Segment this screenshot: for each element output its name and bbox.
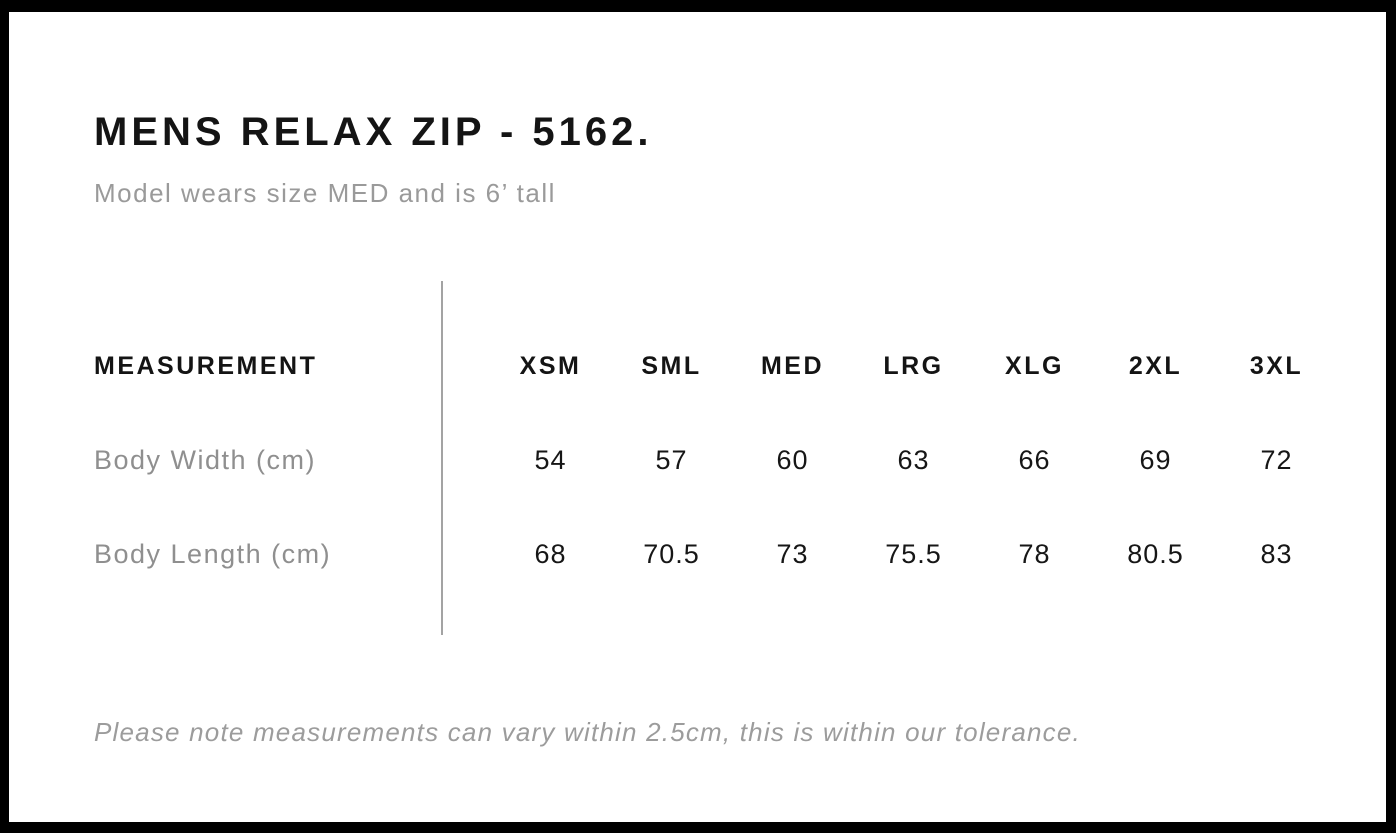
row-label-body-length: Body Length (cm)	[94, 538, 332, 569]
column-header-measurement: MEASUREMENT	[94, 351, 318, 380]
column-header-xlg: XLG	[1005, 351, 1064, 380]
table-cell: 66	[1018, 444, 1051, 475]
page-title: MENS RELAX ZIP - 5162.	[94, 110, 653, 154]
column-header-sml: SML	[641, 351, 702, 380]
column-header-2xl: 2XL	[1128, 351, 1183, 380]
size-guide-content: MENS RELAX ZIP - 5162. Model wears size …	[9, 110, 1386, 748]
table-cell: 72	[1260, 444, 1293, 475]
column-header-xsm: XSM	[519, 351, 582, 380]
table-cell: 75.5	[885, 538, 942, 569]
table-cell: 83	[1260, 538, 1293, 569]
model-size-note: Model wears size MED and is 6’ tall	[94, 178, 556, 208]
tolerance-note: Please note measurements can vary within…	[94, 717, 1081, 748]
column-header-3xl: 3XL	[1249, 351, 1304, 380]
table-cell: 69	[1139, 444, 1172, 475]
column-header-med: MED	[760, 351, 825, 380]
table-cell: 57	[655, 444, 688, 475]
size-chart-table: MEASUREMENT XSM SML MED LRG XLG 2XL 3XL …	[94, 281, 1337, 636]
table-cell: 73	[776, 538, 809, 569]
table-cell: 63	[897, 444, 930, 475]
table-cell: 70.5	[643, 538, 700, 569]
row-label-body-width: Body Width (cm)	[94, 444, 317, 475]
table-row-body-length: Body Length (cm) 68 70.5 73 75.5 78 80.5…	[94, 507, 1337, 601]
vertical-divider	[441, 281, 443, 636]
table-cell: 60	[776, 444, 809, 475]
table-cell: 54	[534, 444, 567, 475]
table-cell: 78	[1018, 538, 1051, 569]
table-row-body-width: Body Width (cm) 54 57 60 63 66 69 72	[94, 413, 1337, 507]
table-cell: 80.5	[1127, 538, 1184, 569]
table-cell: 68	[534, 538, 567, 569]
table-header-row: MEASUREMENT XSM SML MED LRG XLG 2XL 3XL	[94, 319, 1337, 413]
column-header-lrg: LRG	[883, 351, 944, 380]
